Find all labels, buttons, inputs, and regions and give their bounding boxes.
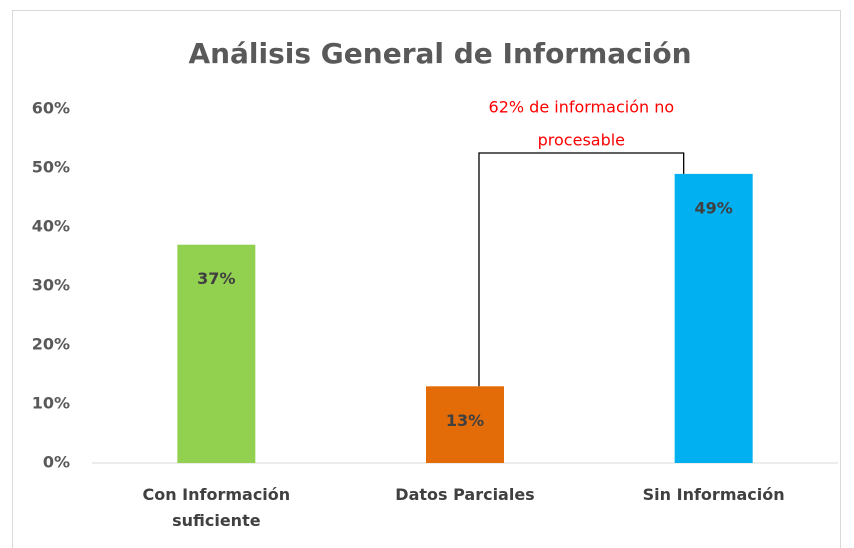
y-tick-label: 30% bbox=[32, 276, 70, 295]
value-label: 37% bbox=[197, 269, 235, 288]
y-tick-label: 0% bbox=[43, 453, 70, 472]
x-tick-label: Sin Información bbox=[642, 485, 785, 504]
bracket bbox=[478, 152, 685, 387]
y-tick-label: 10% bbox=[32, 394, 70, 413]
x-tick-label: Datos Parciales bbox=[395, 485, 535, 504]
y-tick-label: 40% bbox=[32, 217, 70, 236]
y-tick-label: 60% bbox=[32, 99, 70, 118]
chart-title: Análisis General de Información bbox=[188, 37, 691, 70]
bar bbox=[426, 386, 504, 463]
bar bbox=[674, 173, 753, 463]
y-tick-label: 50% bbox=[32, 158, 70, 177]
value-label: 13% bbox=[446, 411, 484, 430]
bar bbox=[177, 244, 256, 463]
y-tick-label: 20% bbox=[32, 335, 70, 354]
annotation: procesable bbox=[538, 131, 625, 150]
value-label: 49% bbox=[695, 198, 733, 217]
x-tick-label: Con Información suficiente bbox=[142, 485, 291, 530]
annotation: 62% de información no bbox=[489, 98, 675, 117]
